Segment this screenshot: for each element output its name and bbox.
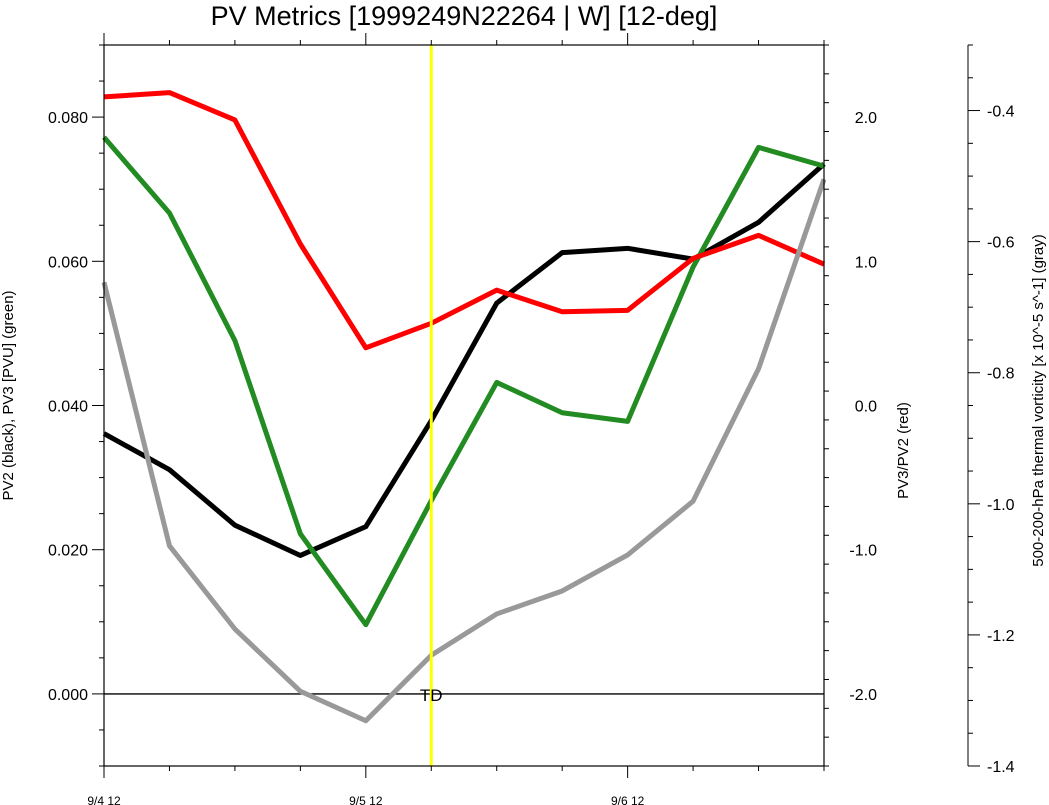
plot-frame (103, 44, 825, 767)
right-tick-label: 1.0 (855, 254, 877, 271)
far-tick-label: -1.0 (987, 497, 1015, 514)
series-line-3 (101, 178, 827, 724)
series-lines-group (101, 90, 827, 724)
left-tick-label: 0.000 (48, 687, 88, 704)
far-tick-label: -0.4 (987, 104, 1015, 121)
far-tick-label: -1.4 (987, 759, 1015, 776)
x-axis: 9/4 12 9/5 12 9/6 12 (87, 33, 825, 805)
far-right-axis-label: 500-200-hPa thermal vorticity [x 10^-5 s… (1030, 234, 1047, 567)
series-line-2 (103, 90, 826, 351)
right-tick-label: 0.0 (855, 399, 877, 416)
x-tick-label: 9/6 12 (611, 794, 645, 805)
left-y-axis: 0.000 0.020 0.040 0.060 0.080 (48, 44, 104, 767)
left-tick-label: 0.060 (48, 254, 88, 271)
left-tick-label: 0.080 (48, 110, 88, 127)
far-tick-label: -0.6 (987, 235, 1015, 252)
far-right-y-axis: -1.4 -1.2 -1.0 -0.8 -0.6 -0.4 (967, 44, 1015, 776)
series-line-1 (102, 135, 825, 628)
event-marker-group: TD (420, 45, 443, 766)
chart-title: PV Metrics [1999249N22264 | W] [12-deg] (211, 1, 718, 31)
right-axis-label: PV3/PV2 (red) (895, 402, 912, 499)
right-y-axis: -2.0 -1.0 0.0 1.0 2.0 (824, 44, 877, 767)
right-tick-label: 2.0 (855, 110, 877, 127)
x-tick-label: 9/4 12 (87, 794, 121, 805)
x-tick-label: 9/5 12 (349, 794, 383, 805)
far-tick-label: -0.8 (987, 366, 1015, 383)
event-marker-label: TD (420, 686, 443, 705)
right-tick-label: -2.0 (849, 687, 877, 704)
left-tick-label: 0.040 (48, 399, 88, 416)
far-tick-label: -1.2 (987, 628, 1015, 645)
left-axis-label: PV2 (black), PV3 [PVU] (green) (0, 290, 17, 500)
right-tick-label: -1.0 (849, 543, 877, 560)
left-tick-label: 0.020 (48, 543, 88, 560)
